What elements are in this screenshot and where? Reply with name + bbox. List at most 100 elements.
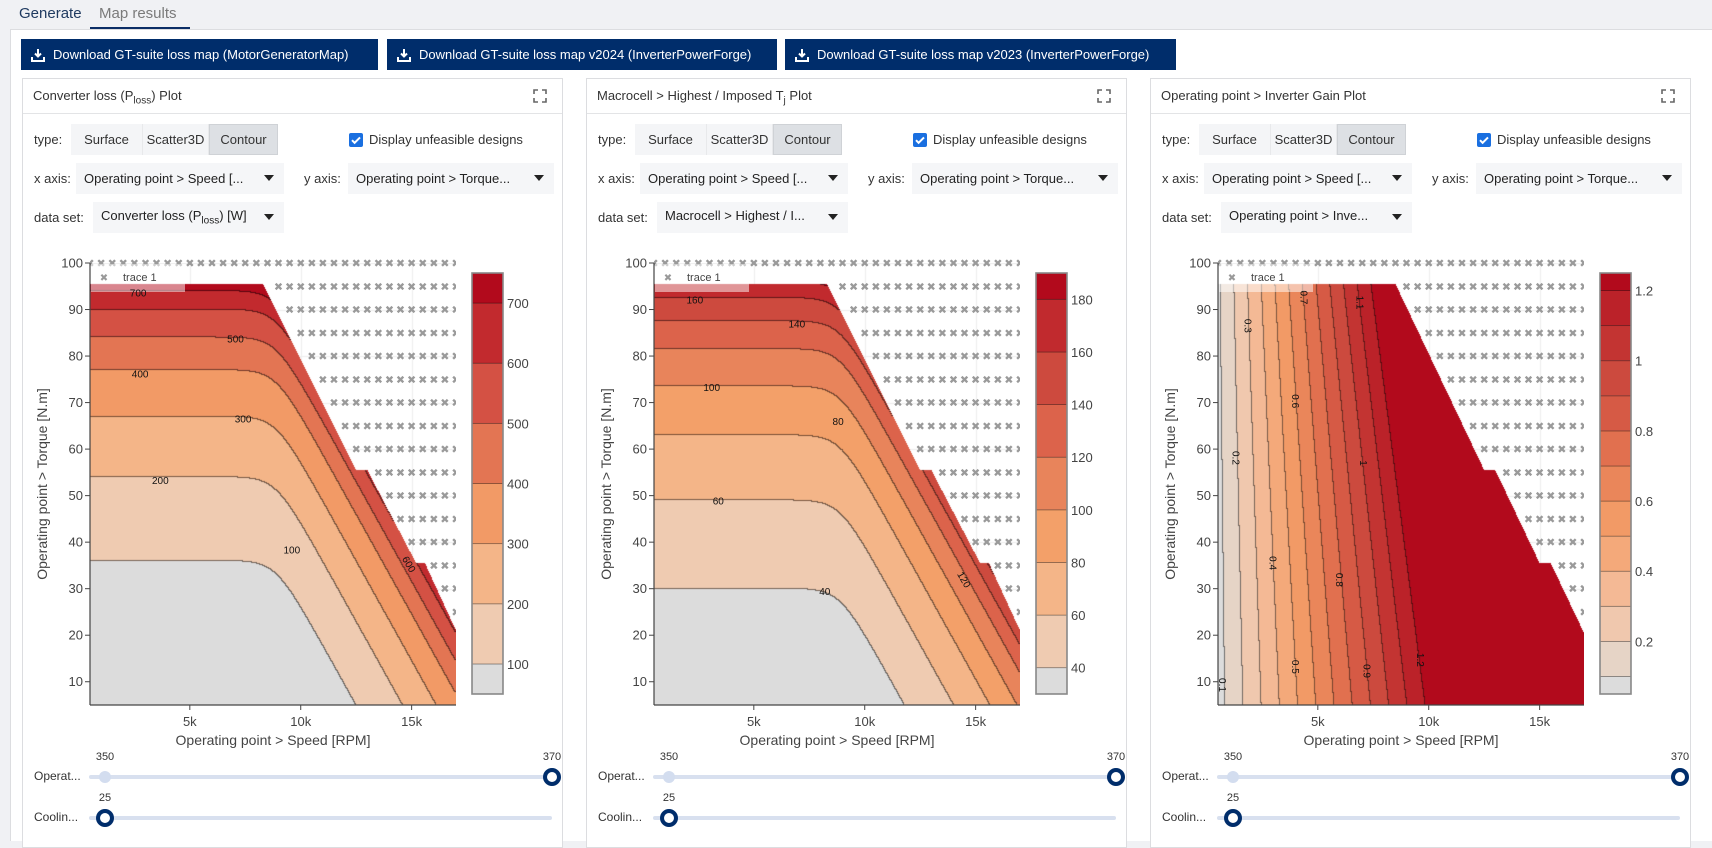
contour-plot-area[interactable] (1218, 263, 1584, 705)
operating-slider-thumb[interactable] (543, 768, 561, 786)
operating-slider-thumb[interactable] (1107, 768, 1125, 786)
infeasible-marker: ✖ (1557, 559, 1566, 572)
infeasible-marker: ✖ (440, 257, 449, 270)
data-set-dropdown[interactable]: Operating point > Inve... (1221, 202, 1412, 233)
y-tick-label: 20 (69, 628, 83, 643)
type-contour-button[interactable]: Contour (209, 124, 278, 155)
legend-box (91, 264, 185, 292)
contour-label: 0.3 (1242, 319, 1253, 333)
x-axis-label: x axis: (34, 171, 71, 186)
infeasible-marker: ✖ (860, 257, 869, 270)
x-axis-dropdown[interactable]: Operating point > Speed [... (1204, 163, 1412, 194)
infeasible-marker: ✖ (1579, 327, 1588, 340)
y-axis-dropdown[interactable]: Operating point > Torque... (1476, 163, 1682, 194)
type-contour-button[interactable]: Contour (773, 124, 842, 155)
type-scatter3d-button[interactable]: Scatter3D (143, 124, 209, 155)
infeasible-marker: ✖ (1557, 280, 1566, 293)
infeasible-marker: ✖ (1535, 304, 1544, 317)
checkbox-label[interactable]: Display unfeasible designs (1497, 132, 1651, 147)
cooling-slider-track[interactable] (89, 816, 552, 820)
infeasible-marker: ✖ (1568, 304, 1577, 317)
display-unfeasible-checkbox[interactable] (349, 133, 363, 147)
infeasible-marker: ✖ (1424, 280, 1433, 293)
infeasible-marker: ✖ (418, 304, 427, 317)
infeasible-marker: ✖ (440, 420, 449, 433)
infeasible-marker: ✖ (982, 420, 991, 433)
infeasible-marker: ✖ (916, 373, 925, 386)
infeasible-marker: ✖ (1557, 536, 1566, 549)
y-tick-label: 10 (633, 674, 647, 689)
infeasible-marker: ✖ (285, 257, 294, 270)
colorbar-tick-label: 0.4 (1635, 564, 1653, 579)
infeasible-marker: ✖ (1524, 327, 1533, 340)
panel-title: Converter loss (Ploss) Plot (33, 88, 182, 107)
cooling-slider-track[interactable] (1217, 816, 1680, 820)
y-tick-label: 50 (69, 488, 83, 503)
infeasible-marker: ✖ (451, 559, 460, 572)
infeasible-marker: ✖ (374, 466, 383, 479)
infeasible-marker: ✖ (882, 327, 891, 340)
contour-plot-area[interactable] (654, 263, 1020, 705)
infeasible-marker: ✖ (440, 466, 449, 479)
fullscreen-icon[interactable] (533, 89, 547, 103)
contour-label: 100 (284, 546, 301, 557)
infeasible-marker: ✖ (1269, 257, 1278, 270)
type-surface-button[interactable]: Surface (71, 124, 143, 155)
y-axis-dropdown[interactable]: Operating point > Torque... (912, 163, 1118, 194)
data-set-dropdown[interactable]: Macrocell > Highest / I... (657, 202, 848, 233)
type-surface-button[interactable]: Surface (635, 124, 707, 155)
type-scatter3d-button[interactable]: Scatter3D (1271, 124, 1337, 155)
checkbox-label[interactable]: Display unfeasible designs (369, 132, 523, 147)
y-axis-dropdown[interactable]: Operating point > Torque... (348, 163, 554, 194)
button-label: Download GT-suite loss map v2023 (Invert… (817, 47, 1150, 62)
contour-label: 200 (152, 476, 169, 487)
display-unfeasible-checkbox[interactable] (913, 133, 927, 147)
x-axis-dropdown[interactable]: Operating point > Speed [... (76, 163, 284, 194)
cooling-slider-track[interactable] (653, 816, 1116, 820)
contour-plot-area[interactable] (90, 263, 456, 705)
type-scatter3d-button[interactable]: Scatter3D (707, 124, 773, 155)
display-unfeasible-checkbox[interactable] (1477, 133, 1491, 147)
operating-slider-track[interactable] (653, 775, 1116, 779)
infeasible-marker: ✖ (374, 304, 383, 317)
cooling-slider-thumb[interactable] (660, 809, 678, 827)
infeasible-marker: ✖ (340, 373, 349, 386)
data-set-dropdown[interactable]: Converter loss (Ploss) [W] (93, 202, 284, 233)
cooling-slider-thumb[interactable] (1224, 809, 1242, 827)
type-contour-button[interactable]: Contour (1337, 124, 1406, 155)
operating-slider-thumb[interactable] (1671, 768, 1689, 786)
download-motorgeneratormap-button[interactable]: Download GT-suite loss map (MotorGenerat… (21, 39, 378, 70)
fullscreen-icon[interactable] (1661, 89, 1675, 103)
data-set-suffix: ) [W] (219, 208, 247, 224)
y-axis-value: Operating point > Torque... (920, 171, 1075, 186)
infeasible-marker: ✖ (971, 420, 980, 433)
colorbar-segment (1599, 290, 1632, 327)
infeasible-marker: ✖ (352, 304, 361, 317)
infeasible-marker: ✖ (418, 327, 427, 340)
checkbox-label[interactable]: Display unfeasible designs (933, 132, 1087, 147)
x-axis-title: Operating point > Speed [RPM] (740, 732, 935, 748)
infeasible-marker: ✖ (938, 443, 947, 456)
download-v2024-button[interactable]: Download GT-suite loss map v2024 (Invert… (387, 39, 777, 70)
colorbar-segment (1035, 562, 1068, 616)
tab-generate[interactable]: Generate (19, 5, 82, 22)
infeasible-marker: ✖ (174, 257, 183, 270)
download-v2023-button[interactable]: Download GT-suite loss map v2023 (Invert… (785, 39, 1176, 70)
tab-map-results[interactable]: Map results (99, 5, 177, 22)
fullscreen-icon[interactable] (1097, 89, 1111, 103)
cooling-slider-thumb[interactable] (96, 809, 114, 827)
infeasible-marker: ✖ (1480, 280, 1489, 293)
infeasible-marker: ✖ (1369, 257, 1378, 270)
operating-slider-track[interactable] (1217, 775, 1680, 779)
infeasible-marker: ✖ (1435, 350, 1444, 363)
infeasible-marker: ✖ (949, 280, 958, 293)
operating-slider-track[interactable] (89, 775, 552, 779)
infeasible-marker: ✖ (1258, 257, 1267, 270)
legend-marker-icon: ✖ (1228, 273, 1236, 284)
infeasible-marker: ✖ (352, 443, 361, 456)
infeasible-marker: ✖ (374, 420, 383, 433)
x-axis-dropdown[interactable]: Operating point > Speed [... (640, 163, 848, 194)
infeasible-marker: ✖ (1502, 257, 1511, 270)
type-surface-button[interactable]: Surface (1199, 124, 1271, 155)
plot-panel: Operating point > Inverter Gain Plot typ… (1150, 78, 1691, 848)
